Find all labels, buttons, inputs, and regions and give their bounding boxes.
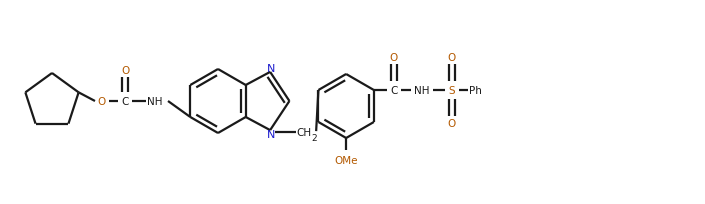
Text: O: O [448, 118, 456, 128]
Text: C: C [121, 96, 129, 106]
Text: N: N [267, 64, 276, 73]
Text: C: C [390, 86, 398, 95]
Text: N: N [267, 130, 276, 139]
Text: Ph: Ph [470, 86, 482, 95]
Text: O: O [390, 53, 398, 63]
Text: OMe: OMe [334, 155, 358, 165]
Text: 2: 2 [312, 133, 317, 142]
Text: O: O [121, 66, 129, 76]
Text: NH: NH [147, 96, 163, 106]
Text: O: O [98, 96, 106, 106]
Text: O: O [448, 53, 456, 63]
Text: CH: CH [297, 128, 312, 137]
Text: S: S [448, 86, 455, 95]
Text: NH: NH [414, 86, 429, 95]
